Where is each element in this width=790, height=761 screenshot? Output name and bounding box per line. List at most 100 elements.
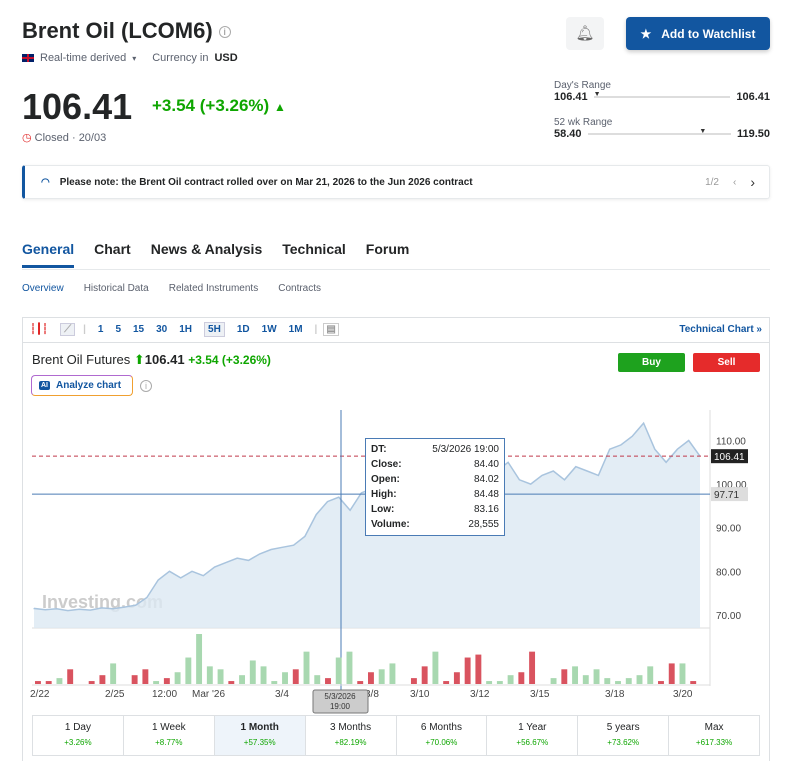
volume-bar [625,678,632,684]
period-1-week[interactable]: 1 Week +8.77% [124,716,215,755]
x-tick-label: 3/12 [470,689,490,700]
instrument-header: Brent Oil Futures ⬆106.41 +3.54 (+3.26%) [32,352,271,368]
subtab-overview[interactable]: Overview [22,283,64,294]
technical-chart-link[interactable]: Technical Chart » [679,324,762,335]
realtime-label[interactable]: Real-time derived [40,52,127,64]
period-label: Max [704,722,724,733]
volume-bar [464,657,471,684]
interval-1w[interactable]: 1W [261,324,277,335]
sell-button[interactable]: Sell [693,353,760,372]
volume-bar [185,657,192,684]
tooltip-row: Volume: 28,555 [371,517,499,532]
period-1-day[interactable]: 1 Day +3.26% [33,716,124,755]
interval-30[interactable]: 30 [156,324,168,335]
area-chart-icon[interactable]: ⟋ [60,323,76,336]
tooltip-row: Open: 84.02 [371,472,499,487]
chart-toolbar: ┆┃┆ ⟋ | 1 5 15 30 1H 5H 1D 1W 1M | ▤ Technical Ch… [22,317,770,343]
volume-bar [389,663,396,684]
tab-general[interactable]: General [22,241,75,268]
interval-1m[interactable]: 1M [288,324,303,335]
volume-bar [486,681,493,684]
volume-bar [604,678,611,684]
interval-1h[interactable]: 1H [179,324,193,335]
change-pct: (+3.26%) [199,96,270,115]
volume-bar [561,669,568,684]
interval-5[interactable]: 5 [115,324,121,335]
tooltip-value: 84.02 [473,474,499,485]
analyze-label: Analyze chart [56,380,122,391]
volume-bar [142,669,149,684]
info-icon[interactable]: i [140,380,152,392]
period-6-months[interactable]: 6 Months +70.06% [397,716,488,755]
table-view-icon[interactable]: ▤ [323,323,339,336]
tooltip-row: Close: 84.40 [371,457,499,472]
volume-bar [153,681,160,684]
tooltip-key: Close: [371,459,402,470]
period-pct: +3.26% [64,738,92,747]
tab-chart[interactable]: Chart [94,241,131,257]
analyze-chart-button[interactable]: AI Analyze chart [31,375,133,396]
tooltip-value: 5/3/2026 19:00 [432,444,499,455]
volume-bar [647,666,654,684]
tab-news[interactable]: News & Analysis [150,241,263,257]
period-label: 5 years [606,722,640,733]
add-to-watchlist-button[interactable]: ★ Add to Watchlist [626,17,770,50]
x-tick-label: 3/4 [275,689,289,700]
alert-bell-button[interactable]: 🔔︎ [566,17,604,50]
volume-bar [196,634,203,684]
volume-bar [67,669,74,684]
instrument-change: +3.54 [188,353,219,367]
x-tick-label: 12:00 [152,689,177,700]
volume-bar [56,678,63,684]
prev-icon[interactable]: ‹ [732,176,737,188]
tooltip-value: 84.40 [473,459,499,470]
period-label: 1 Day [64,722,91,733]
volume-bar [496,681,503,684]
volume-bar [453,672,460,684]
clock-icon: ◷ [22,132,32,144]
period-max[interactable]: Max +617.33% [669,716,759,755]
tooltip-value: 84.48 [473,489,499,500]
buy-button[interactable]: Buy [618,353,685,372]
day-low: 106.41 [554,91,588,103]
subtab-related[interactable]: Related Instruments [168,283,259,294]
period-pct: +56.67% [516,738,549,747]
tooltip-row: DT: 5/3/2026 19:00 [371,442,499,457]
period-1-month[interactable]: 1 Month +57.35% [214,716,306,755]
volume-bar [529,651,536,684]
volume-bar [110,663,117,684]
tab-technical[interactable]: Technical [282,241,346,257]
next-icon[interactable]: › [750,173,755,190]
y-tick-label: 70.00 [716,611,741,622]
volume-bar [410,678,417,684]
volume-bar [217,669,224,684]
period-5-years[interactable]: 5 years +73.62% [578,716,670,755]
subtab-historical[interactable]: Historical Data [83,283,149,294]
period-3-months[interactable]: 3 Months +82.19% [306,716,397,755]
period-label: 3 Months [329,722,372,733]
volume-bar [35,681,41,684]
volume-bar [346,651,353,684]
main-tabs: General Chart News & Analysis Technical Foru… [22,241,409,268]
period-1-year[interactable]: 1 Year +56.67% [487,716,579,755]
tooltip-key: Open: [371,474,400,485]
range-marker-icon: ▼ [699,128,707,135]
interval-1[interactable]: 1 [97,324,104,335]
interval-15[interactable]: 15 [133,324,145,335]
day-range-bar: ▼ [593,91,731,98]
tab-forum[interactable]: Forum [365,241,410,257]
rollover-notice: ◠ Please note: the Brent Oil contract rol… [22,165,770,199]
info-icon[interactable]: i [218,26,231,39]
interval-1d[interactable]: 1D [236,324,250,335]
volume-bar [668,663,675,684]
currency-label: Currency in [152,52,209,64]
tooltip-value: 83.16 [473,504,499,515]
volume-bar [475,654,482,684]
chevron-down-icon[interactable]: ▾ [132,53,137,63]
candlestick-icon[interactable]: ┆┃┆ [30,324,49,335]
period-pct: +70.06% [425,738,458,747]
volume-bar [507,675,514,684]
subtab-contracts[interactable]: Contracts [278,283,322,294]
interval-5h[interactable]: 5H [204,322,225,337]
